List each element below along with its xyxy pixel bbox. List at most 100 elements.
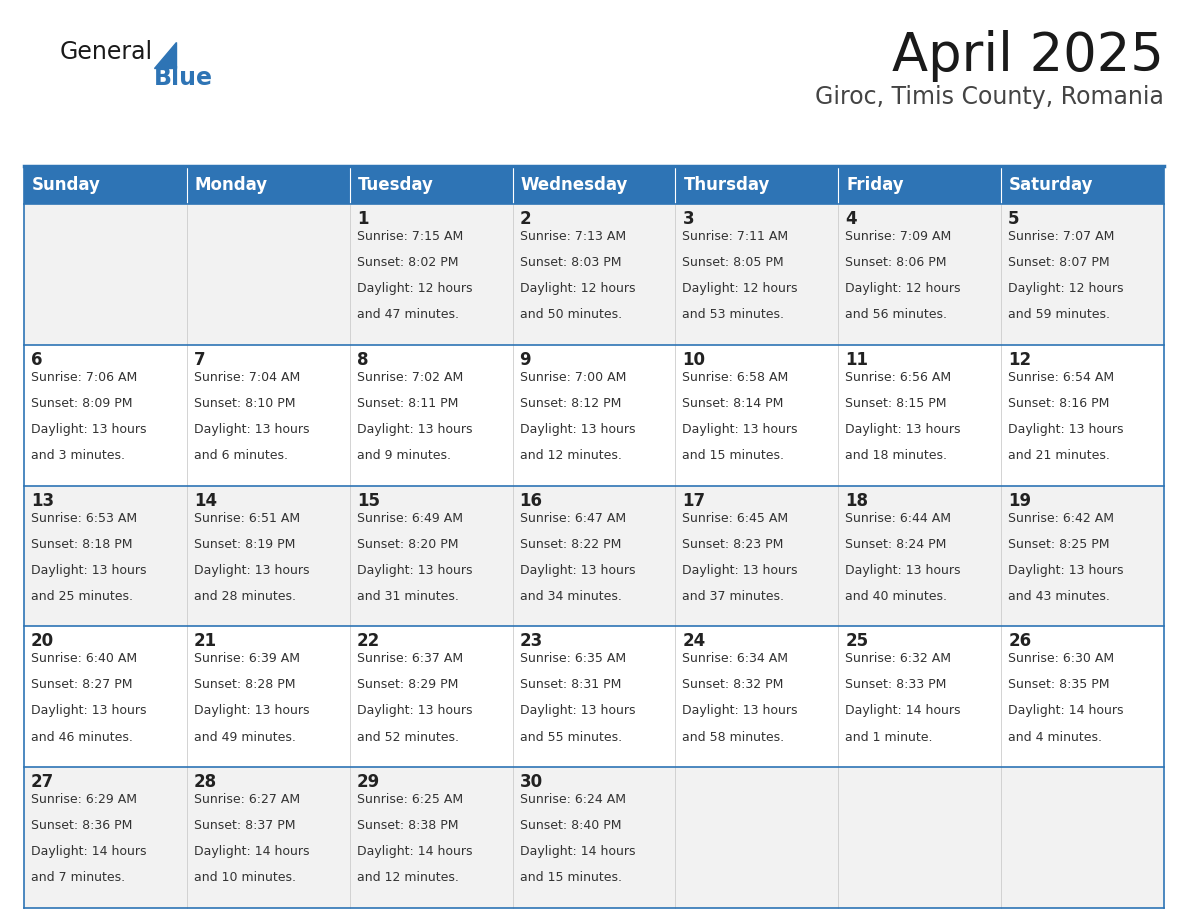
- Text: Daylight: 13 hours: Daylight: 13 hours: [356, 423, 472, 436]
- Text: Daylight: 12 hours: Daylight: 12 hours: [356, 282, 472, 295]
- Text: Sunset: 8:40 PM: Sunset: 8:40 PM: [519, 819, 621, 833]
- Text: Sunrise: 6:49 AM: Sunrise: 6:49 AM: [356, 511, 462, 524]
- Bar: [349, 166, 512, 204]
- Text: Sunset: 8:35 PM: Sunset: 8:35 PM: [1009, 678, 1110, 691]
- Text: Sunday: Sunday: [32, 176, 101, 194]
- Text: 5: 5: [1009, 210, 1019, 228]
- Text: and 25 minutes.: and 25 minutes.: [31, 589, 133, 603]
- Text: Friday: Friday: [846, 176, 904, 194]
- Text: Sunrise: 6:42 AM: Sunrise: 6:42 AM: [1009, 511, 1114, 524]
- Text: and 12 minutes.: and 12 minutes.: [356, 871, 459, 884]
- Text: Daylight: 13 hours: Daylight: 13 hours: [194, 564, 309, 577]
- Text: Tuesday: Tuesday: [358, 176, 434, 194]
- Text: Daylight: 13 hours: Daylight: 13 hours: [682, 564, 798, 577]
- Text: 21: 21: [194, 633, 217, 650]
- Text: Sunset: 8:16 PM: Sunset: 8:16 PM: [1009, 397, 1110, 409]
- Text: Sunrise: 6:24 AM: Sunrise: 6:24 AM: [519, 793, 626, 806]
- Text: Daylight: 14 hours: Daylight: 14 hours: [356, 845, 472, 858]
- Text: Sunset: 8:12 PM: Sunset: 8:12 PM: [519, 397, 621, 409]
- Text: 4: 4: [846, 210, 857, 228]
- Bar: [187, 166, 349, 204]
- Text: and 9 minutes.: and 9 minutes.: [356, 449, 450, 462]
- Text: and 12 minutes.: and 12 minutes.: [519, 449, 621, 462]
- Text: Daylight: 12 hours: Daylight: 12 hours: [682, 282, 798, 295]
- Text: 23: 23: [519, 633, 543, 650]
- Text: Daylight: 13 hours: Daylight: 13 hours: [194, 423, 309, 436]
- Text: Monday: Monday: [195, 176, 268, 194]
- Text: 25: 25: [846, 633, 868, 650]
- Bar: [24, 486, 1164, 626]
- Text: and 21 minutes.: and 21 minutes.: [1009, 449, 1110, 462]
- Text: Daylight: 12 hours: Daylight: 12 hours: [1009, 282, 1124, 295]
- Bar: [839, 166, 1001, 204]
- Text: and 50 minutes.: and 50 minutes.: [519, 308, 621, 321]
- Text: 17: 17: [682, 492, 706, 509]
- Text: Daylight: 14 hours: Daylight: 14 hours: [519, 845, 636, 858]
- Text: Sunset: 8:15 PM: Sunset: 8:15 PM: [846, 397, 947, 409]
- Text: Sunset: 8:25 PM: Sunset: 8:25 PM: [1009, 538, 1110, 551]
- Text: and 43 minutes.: and 43 minutes.: [1009, 589, 1110, 603]
- Text: Sunrise: 6:35 AM: Sunrise: 6:35 AM: [519, 653, 626, 666]
- Text: Daylight: 13 hours: Daylight: 13 hours: [682, 423, 798, 436]
- Bar: [512, 166, 676, 204]
- Text: Daylight: 13 hours: Daylight: 13 hours: [1009, 564, 1124, 577]
- Text: Daylight: 13 hours: Daylight: 13 hours: [31, 704, 146, 718]
- Text: Daylight: 12 hours: Daylight: 12 hours: [519, 282, 636, 295]
- Text: and 55 minutes.: and 55 minutes.: [519, 731, 621, 744]
- Text: 28: 28: [194, 773, 217, 791]
- Text: Sunset: 8:19 PM: Sunset: 8:19 PM: [194, 538, 296, 551]
- Text: and 58 minutes.: and 58 minutes.: [682, 731, 784, 744]
- Text: and 15 minutes.: and 15 minutes.: [519, 871, 621, 884]
- Text: Sunrise: 6:30 AM: Sunrise: 6:30 AM: [1009, 653, 1114, 666]
- Text: Sunrise: 6:27 AM: Sunrise: 6:27 AM: [194, 793, 301, 806]
- Text: 12: 12: [1009, 351, 1031, 369]
- Text: and 59 minutes.: and 59 minutes.: [1009, 308, 1110, 321]
- Text: Sunrise: 6:56 AM: Sunrise: 6:56 AM: [846, 371, 952, 384]
- Text: 2: 2: [519, 210, 531, 228]
- Text: Sunset: 8:09 PM: Sunset: 8:09 PM: [31, 397, 133, 409]
- Text: Sunset: 8:32 PM: Sunset: 8:32 PM: [682, 678, 784, 691]
- Text: and 3 minutes.: and 3 minutes.: [31, 449, 125, 462]
- Text: 14: 14: [194, 492, 217, 509]
- Text: Sunset: 8:14 PM: Sunset: 8:14 PM: [682, 397, 784, 409]
- Text: Daylight: 13 hours: Daylight: 13 hours: [31, 423, 146, 436]
- Text: and 34 minutes.: and 34 minutes.: [519, 589, 621, 603]
- Text: Sunrise: 6:47 AM: Sunrise: 6:47 AM: [519, 511, 626, 524]
- Text: and 10 minutes.: and 10 minutes.: [194, 871, 296, 884]
- Text: 7: 7: [194, 351, 206, 369]
- Text: Sunrise: 6:45 AM: Sunrise: 6:45 AM: [682, 511, 789, 524]
- Text: Daylight: 13 hours: Daylight: 13 hours: [356, 564, 472, 577]
- Text: Sunrise: 7:06 AM: Sunrise: 7:06 AM: [31, 371, 138, 384]
- Text: Daylight: 13 hours: Daylight: 13 hours: [1009, 423, 1124, 436]
- Text: Sunrise: 7:07 AM: Sunrise: 7:07 AM: [1009, 230, 1114, 243]
- Text: Daylight: 12 hours: Daylight: 12 hours: [846, 282, 961, 295]
- Text: 8: 8: [356, 351, 368, 369]
- Text: Sunset: 8:24 PM: Sunset: 8:24 PM: [846, 538, 947, 551]
- Text: Sunset: 8:38 PM: Sunset: 8:38 PM: [356, 819, 459, 833]
- Polygon shape: [154, 42, 176, 68]
- Text: 30: 30: [519, 773, 543, 791]
- Text: and 49 minutes.: and 49 minutes.: [194, 731, 296, 744]
- Text: and 6 minutes.: and 6 minutes.: [194, 449, 287, 462]
- Text: Sunset: 8:18 PM: Sunset: 8:18 PM: [31, 538, 133, 551]
- Text: Saturday: Saturday: [1009, 176, 1094, 194]
- Text: Blue: Blue: [154, 66, 213, 90]
- Text: 13: 13: [31, 492, 55, 509]
- Bar: [24, 626, 1164, 767]
- Text: and 18 minutes.: and 18 minutes.: [846, 449, 947, 462]
- Text: Daylight: 13 hours: Daylight: 13 hours: [846, 564, 961, 577]
- Text: Daylight: 14 hours: Daylight: 14 hours: [194, 845, 309, 858]
- Text: Sunrise: 7:11 AM: Sunrise: 7:11 AM: [682, 230, 789, 243]
- Text: 29: 29: [356, 773, 380, 791]
- Text: Sunset: 8:03 PM: Sunset: 8:03 PM: [519, 256, 621, 269]
- Bar: [1001, 166, 1164, 204]
- Text: and 47 minutes.: and 47 minutes.: [356, 308, 459, 321]
- Bar: [24, 767, 1164, 908]
- Text: Sunrise: 6:58 AM: Sunrise: 6:58 AM: [682, 371, 789, 384]
- Text: Sunset: 8:02 PM: Sunset: 8:02 PM: [356, 256, 459, 269]
- Text: 6: 6: [31, 351, 43, 369]
- Text: Sunset: 8:20 PM: Sunset: 8:20 PM: [356, 538, 459, 551]
- Text: 22: 22: [356, 633, 380, 650]
- Text: and 53 minutes.: and 53 minutes.: [682, 308, 784, 321]
- Text: Sunset: 8:31 PM: Sunset: 8:31 PM: [519, 678, 621, 691]
